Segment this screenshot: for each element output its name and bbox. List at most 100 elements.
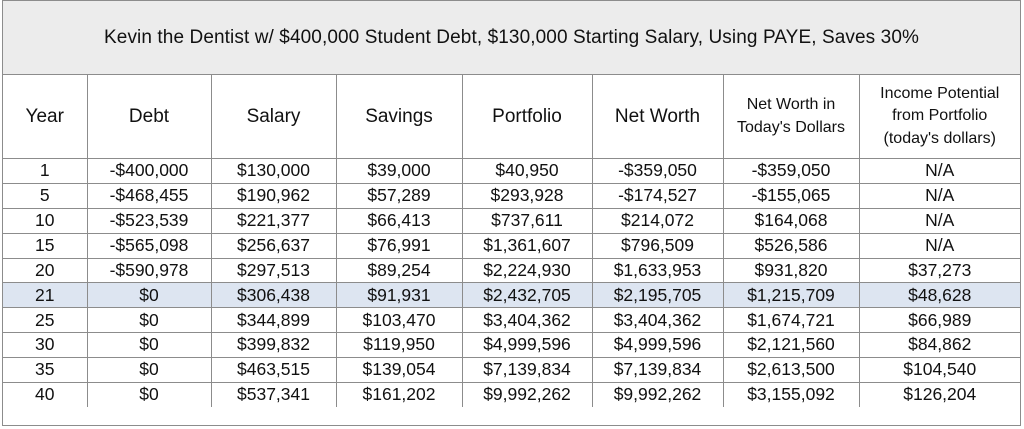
cell-salary: $344,899: [210, 307, 337, 334]
cell-year: 5: [3, 182, 88, 209]
cell-net-worth: $2,195,705: [591, 282, 724, 309]
cell-net-worth-today: $2,121,560: [722, 332, 860, 359]
cell-year: 25: [3, 307, 88, 334]
cell-portfolio: $293,928: [461, 182, 593, 209]
cell-savings: $76,991: [335, 232, 463, 259]
cell-net-worth: $7,139,834: [591, 357, 724, 384]
cell-year: 21: [3, 282, 88, 309]
cell-savings: $103,470: [335, 307, 463, 334]
header-income-potential-line3: (today's dollars): [883, 129, 996, 147]
cell-income-potential: $48,628: [858, 282, 1020, 309]
table-row: 1 -$400,000 $130,000 $39,000 $40,950 -$359,05…: [3, 158, 1020, 184]
cell-net-worth: $3,404,362: [591, 307, 724, 334]
cell-year: 30: [3, 332, 88, 359]
cell-net-worth: $9,992,262: [591, 382, 724, 407]
cell-savings: $139,054: [335, 357, 463, 384]
header-income-potential-line1: Income Potential: [880, 84, 1000, 102]
cell-net-worth-today: $164,068: [722, 207, 860, 234]
table-row: 15 -$565,098 $256,637 $76,991 $1,361,607 $796…: [3, 232, 1020, 259]
cell-net-worth-today: $1,215,709: [722, 282, 860, 309]
cell-net-worth-today: -$359,050: [722, 158, 860, 184]
cell-debt: -$400,000: [86, 158, 212, 184]
cell-portfolio: $737,611: [461, 207, 593, 234]
cell-debt: $0: [86, 382, 212, 407]
cell-salary: $130,000: [210, 158, 337, 184]
table-title: Kevin the Dentist w/ $400,000 Student De…: [3, 1, 1020, 75]
cell-income-potential: N/A: [858, 207, 1020, 234]
table-row: 10 -$523,539 $221,377 $66,413 $737,611 $214,0…: [3, 207, 1020, 234]
cell-portfolio: $40,950: [461, 158, 593, 184]
table-row: 30 $0 $399,832 $119,950 $4,999,596 $4,999,596…: [3, 332, 1020, 359]
header-debt: Debt: [86, 75, 212, 159]
cell-debt: $0: [86, 357, 212, 384]
header-income-potential-line2: from Portfolio: [892, 107, 988, 125]
cell-portfolio: $7,139,834: [461, 357, 593, 384]
cell-year: 35: [3, 357, 88, 384]
header-net-worth-today: Net Worth in Today's Dollars: [722, 75, 860, 159]
table-row: 35 $0 $463,515 $139,054 $7,139,834 $7,139,834…: [3, 357, 1020, 384]
cell-savings: $57,289: [335, 182, 463, 209]
cell-year: 40: [3, 382, 88, 407]
cell-salary: $221,377: [210, 207, 337, 234]
cell-portfolio: $3,404,362: [461, 307, 593, 334]
cell-income-potential: N/A: [858, 182, 1020, 209]
cell-net-worth: $1,633,953: [591, 257, 724, 284]
cell-income-potential: N/A: [858, 232, 1020, 259]
cell-savings: $89,254: [335, 257, 463, 284]
cell-year: 1: [3, 158, 88, 184]
cell-income-potential: $84,862: [858, 332, 1020, 359]
cell-portfolio: $2,224,930: [461, 257, 593, 284]
cell-portfolio: $4,999,596: [461, 332, 593, 359]
cell-salary: $399,832: [210, 332, 337, 359]
cell-salary: $306,438: [210, 282, 337, 309]
cell-salary: $297,513: [210, 257, 337, 284]
cell-year: 15: [3, 232, 88, 259]
cell-debt: -$468,455: [86, 182, 212, 209]
cell-net-worth-today: $1,674,721: [722, 307, 860, 334]
cell-income-potential: N/A: [858, 158, 1020, 184]
cell-income-potential: $104,540: [858, 357, 1020, 384]
cell-portfolio: $1,361,607: [461, 232, 593, 259]
cell-net-worth-today: $2,613,500: [722, 357, 860, 384]
cell-debt: -$523,539: [86, 207, 212, 234]
cell-net-worth: -$174,527: [591, 182, 724, 209]
header-income-potential: Income Potential from Portfolio (today's…: [858, 75, 1020, 159]
cell-year: 20: [3, 257, 88, 284]
cell-income-potential: $66,989: [858, 307, 1020, 334]
cell-savings: $39,000: [335, 158, 463, 184]
header-portfolio: Portfolio: [461, 75, 593, 159]
cell-net-worth-today: $931,820: [722, 257, 860, 284]
cell-net-worth: $4,999,596: [591, 332, 724, 359]
table-row: 25 $0 $344,899 $103,470 $3,404,362 $3,404,362…: [3, 307, 1020, 334]
header-net-worth-today-line1: Net Worth in: [746, 96, 836, 114]
cell-savings: $66,413: [335, 207, 463, 234]
cell-portfolio: $9,992,262: [461, 382, 593, 407]
header-year: Year: [3, 75, 88, 159]
cell-net-worth-today: $526,586: [722, 232, 860, 259]
table-row: 20 -$590,978 $297,513 $89,254 $2,224,930 $1,6…: [3, 257, 1020, 284]
cell-net-worth: -$359,050: [591, 158, 724, 184]
cell-debt: $0: [86, 307, 212, 334]
cell-net-worth: $796,509: [591, 232, 724, 259]
header-savings: Savings: [335, 75, 463, 159]
cell-income-potential: $126,204: [858, 382, 1020, 407]
header-salary: Salary: [210, 75, 337, 159]
cell-debt: $0: [86, 282, 212, 309]
cell-debt: -$590,978: [86, 257, 212, 284]
cell-year: 10: [3, 207, 88, 234]
cell-salary: $256,637: [210, 232, 337, 259]
cell-debt: $0: [86, 332, 212, 359]
header-net-worth: Net Worth: [591, 75, 724, 159]
cell-net-worth: $214,072: [591, 207, 724, 234]
cell-portfolio: $2,432,705: [461, 282, 593, 309]
cell-net-worth-today: $3,155,092: [722, 382, 860, 407]
cell-savings: $161,202: [335, 382, 463, 407]
header-row: Year Debt Salary Savings Portfolio Net W…: [3, 75, 1020, 159]
table-row: 21 $0 $306,438 $91,931 $2,432,705 $2,195,705 $…: [3, 282, 1020, 309]
cell-savings: $91,931: [335, 282, 463, 309]
table-row: 40 $0 $537,341 $161,202 $9,992,262 $9,992,262…: [3, 382, 1020, 407]
table-row: 5 -$468,455 $190,962 $57,289 $293,928 -$174,5…: [3, 182, 1020, 209]
cell-net-worth-today: -$155,065: [722, 182, 860, 209]
cell-salary: $190,962: [210, 182, 337, 209]
